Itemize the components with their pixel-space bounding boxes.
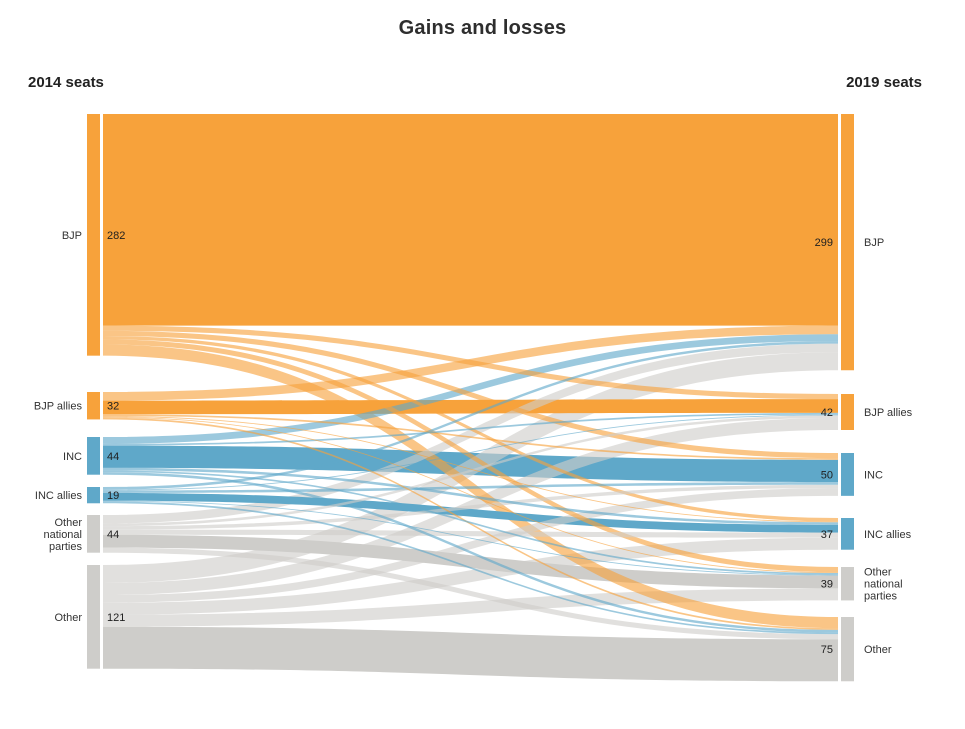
- node-2019-other-national: [841, 567, 854, 601]
- page-title: Gains and losses: [398, 17, 567, 39]
- label-2019-inc-allies: INC allies: [864, 529, 912, 541]
- node-2014-bjp: [87, 114, 100, 356]
- sankey-links: [103, 114, 838, 682]
- flow-inc-allies-to-inc: [103, 482, 838, 493]
- label-2019-inc: INC: [864, 469, 883, 481]
- value-2019-other-national: 39: [821, 579, 833, 591]
- node-2014-bjp-allies: [87, 392, 100, 420]
- flow-inc-to-other: [103, 472, 838, 633]
- label-2014-other-national: Other national parties: [43, 517, 82, 553]
- sankey-nodes-2019: 299 BJP 42 BJP allies 50 INC 37 INC allies 39 Oth…: [815, 114, 913, 682]
- label-2014-inc: INC: [63, 451, 82, 463]
- node-2014-inc: [87, 437, 100, 475]
- label-2019-bjp-allies: BJP allies: [864, 407, 913, 419]
- flow-other-national-to-bjp-allies: [103, 415, 838, 527]
- left-axis-header: 2014 seats: [28, 74, 104, 91]
- flow-bjp-to-bjp-allies: [103, 325, 838, 400]
- flow-inc-allies-to-other: [103, 501, 838, 635]
- value-2014-bjp: 282: [107, 230, 125, 242]
- label-2019-other-national: Other national parties: [864, 567, 903, 603]
- value-2014-other-national: 44: [107, 529, 119, 541]
- value-2019-bjp-allies: 42: [821, 407, 833, 419]
- flow-inc-allies-to-bjp: [103, 341, 838, 490]
- flow-inc-allies-to-other-national: [103, 500, 838, 576]
- node-2014-inc-allies: [87, 487, 100, 504]
- flow-other-national-to-inc: [103, 484, 838, 530]
- flow-bjp-allies-to-inc-allies: [103, 415, 838, 523]
- label-2019-bjp: BJP: [864, 237, 884, 249]
- flow-inc-to-bjp: [103, 334, 838, 444]
- flow-bjp-to-inc: [103, 330, 838, 459]
- label-2014-bjp: BJP: [62, 230, 82, 242]
- value-2019-inc: 50: [821, 469, 833, 481]
- flow-bjp-allies-to-bjp-allies: [103, 399, 838, 415]
- label-2014-bjp-allies: BJP allies: [34, 401, 83, 413]
- flow-other-to-inc-allies: [103, 537, 838, 615]
- flow-other-to-bjp: [103, 352, 838, 583]
- flow-other-national-to-bjp: [103, 343, 838, 524]
- flow-bjp-allies-to-inc: [103, 414, 838, 460]
- label-2019-other: Other: [864, 644, 892, 656]
- node-2019-inc-allies: [841, 518, 854, 550]
- value-2019-bjp: 299: [815, 237, 833, 249]
- flow-inc-to-bjp-allies: [103, 412, 838, 446]
- flow-bjp-allies-to-other: [103, 417, 838, 630]
- node-2019-inc: [841, 453, 854, 496]
- flow-bjp-to-bjp: [103, 114, 838, 326]
- flow-inc-to-other-national: [103, 470, 838, 575]
- flow-bjp-to-other-national: [103, 339, 838, 573]
- node-2019-bjp-allies: [841, 394, 854, 430]
- flow-inc-allies-to-inc-allies: [103, 492, 838, 533]
- flow-inc-to-inc-allies: [103, 467, 838, 525]
- node-2014-other: [87, 565, 100, 669]
- value-2014-other: 121: [107, 612, 125, 624]
- label-2014-inc-allies: INC allies: [35, 490, 83, 502]
- flow-other-national-to-other: [103, 547, 838, 640]
- value-2014-inc-allies: 19: [107, 490, 119, 502]
- flow-other-to-inc: [103, 488, 838, 603]
- flow-inc-allies-to-bjp-allies: [103, 414, 838, 491]
- label-2014-other: Other: [54, 612, 82, 624]
- flow-other-national-to-inc-allies: [103, 529, 838, 538]
- value-2019-other: 75: [821, 644, 833, 656]
- right-axis-header: 2019 seats: [846, 74, 922, 91]
- flow-other-national-to-other-national: [103, 534, 838, 589]
- sankey-nodes-2014: 282 BJP 32 BJP allies 44 INC 19 INC allies 44 Oth…: [34, 114, 125, 669]
- flow-other-to-other: [103, 626, 838, 682]
- node-2019-bjp: [841, 114, 854, 371]
- value-2014-inc: 44: [107, 451, 119, 463]
- node-2019-other: [841, 617, 854, 682]
- node-2014-other-national: [87, 515, 100, 553]
- flow-bjp-allies-to-other-national: [103, 416, 838, 573]
- value-2014-bjp-allies: 32: [107, 401, 119, 413]
- value-2019-inc-allies: 37: [821, 529, 833, 541]
